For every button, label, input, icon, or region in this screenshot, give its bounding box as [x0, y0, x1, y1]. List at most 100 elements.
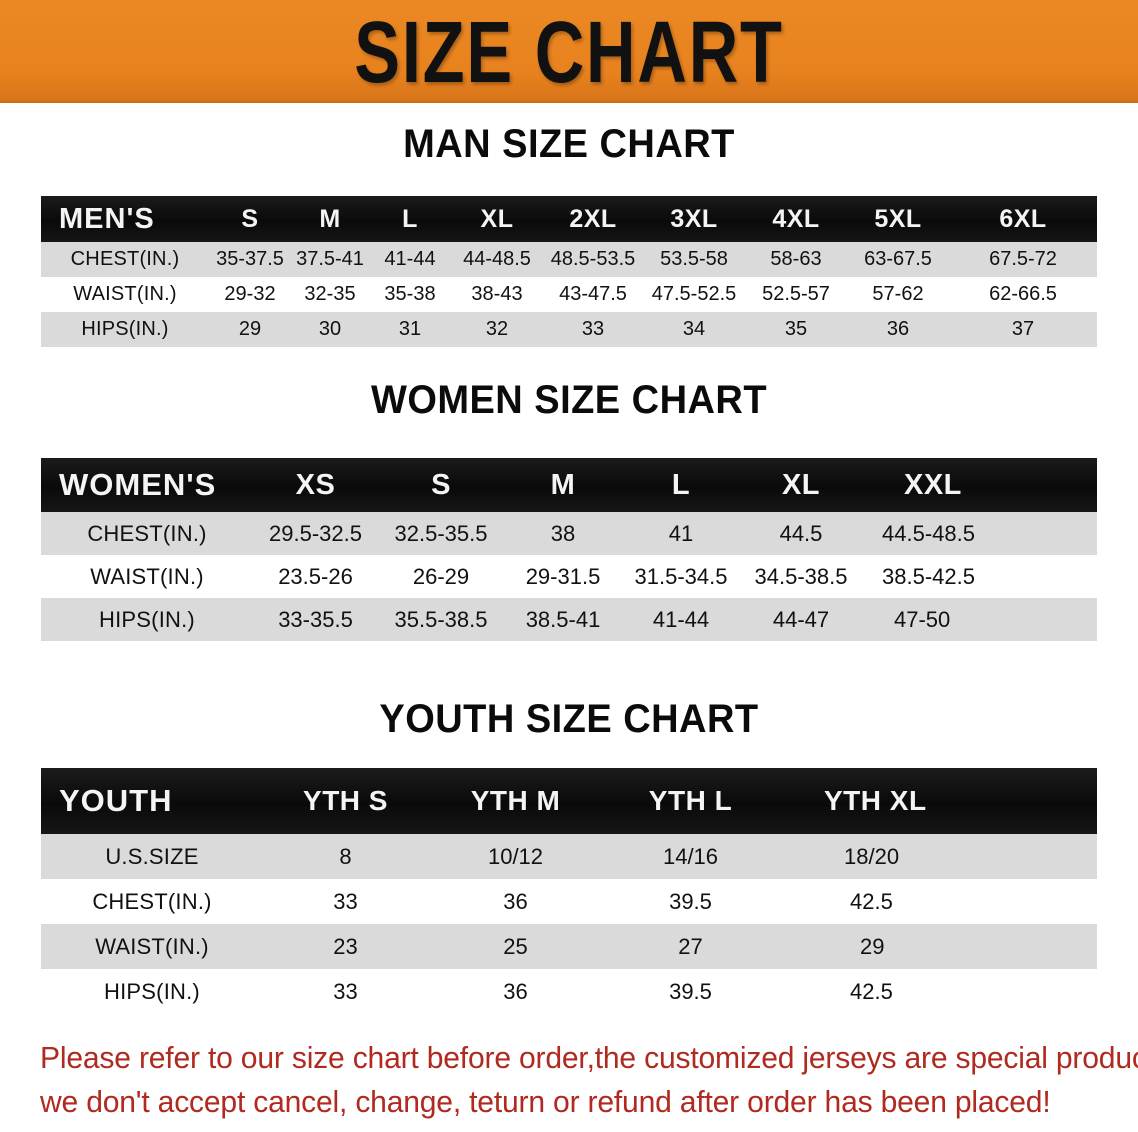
youth-header-cell-2: YTH M: [470, 785, 561, 816]
men-cell-1-7: 57-62: [847, 277, 949, 312]
youth-row-label-3: HIPS(IN.): [41, 969, 263, 1014]
men-cell-1-1: 32-35: [291, 277, 369, 312]
men-cell-1-3: 38-43: [451, 277, 543, 312]
youth-header-cell-4: YTH XL: [824, 785, 927, 816]
men-cell-0-8: 67.5-72: [949, 242, 1097, 277]
footer-disclaimer: Please refer to our size chart before or…: [40, 1036, 1138, 1124]
women-row-label-2: HIPS(IN.): [41, 598, 253, 641]
women-header-cell-1: XS: [295, 468, 336, 501]
youth-section-title: YOUTH SIZE CHART: [379, 697, 759, 741]
youth-cell-1-0: 33: [263, 879, 428, 924]
men-cell-2-7: 36: [847, 312, 949, 347]
youth-cell-3-3: 42.5: [778, 969, 1097, 1014]
footer-line-2: we don't accept cancel, change, teturn o…: [40, 1084, 1051, 1119]
table-row: CHEST(IN.) 29.5-32.5 32.5-35.5 38 41 44.…: [41, 512, 1097, 555]
youth-cell-0-0: 8: [263, 834, 428, 879]
youth-header-row: YOUTH YTH S YTH M YTH L YTH XL: [41, 768, 1097, 834]
men-cell-2-2: 31: [369, 312, 451, 347]
women-size-table: WOMEN'S XS S M L XL XXL CHEST(IN.) 29.5-…: [41, 458, 1097, 641]
youth-cell-3-2: 39.5: [603, 969, 778, 1014]
table-row: CHEST(IN.) 35-37.5 37.5-41 41-44 44-48.5…: [41, 242, 1097, 277]
men-cell-0-3: 44-48.5: [451, 242, 543, 277]
men-header-cell-5: 2XL: [569, 204, 617, 233]
men-cell-2-8: 37: [949, 312, 1097, 347]
youth-cell-1-3: 42.5: [778, 879, 1097, 924]
youth-cell-2-0: 23: [263, 924, 428, 969]
men-header-cell-2: M: [319, 204, 341, 233]
youth-header-cell-0: YOUTH: [59, 783, 173, 818]
men-header-cell-4: XL: [480, 204, 514, 233]
men-header-cell-7: 4XL: [772, 204, 820, 233]
man-section-title: MAN SIZE CHART: [403, 122, 735, 166]
women-cell-2-1: 35.5-38.5: [378, 598, 504, 641]
youth-cell-0-1: 10/12: [428, 834, 603, 879]
women-header-cell-2: S: [431, 468, 451, 501]
men-header-cell-9: 6XL: [999, 204, 1047, 233]
youth-cell-2-2: 27: [603, 924, 778, 969]
men-cell-1-2: 35-38: [369, 277, 451, 312]
table-row: WAIST(IN.) 29-32 32-35 35-38 38-43 43-47…: [41, 277, 1097, 312]
men-cell-0-2: 41-44: [369, 242, 451, 277]
youth-row-label-0: U.S.SIZE: [41, 834, 263, 879]
women-cell-1-1: 26-29: [378, 555, 504, 598]
women-cell-0-0: 29.5-32.5: [253, 512, 378, 555]
youth-row-label-2: WAIST(IN.): [41, 924, 263, 969]
women-section-title: WOMEN SIZE CHART: [370, 378, 768, 422]
youth-size-table: YOUTH YTH S YTH M YTH L YTH XL U.S.SIZE …: [41, 768, 1097, 1014]
youth-cell-3-1: 36: [428, 969, 603, 1014]
women-cell-2-5: 47-50: [862, 598, 1097, 641]
men-cell-1-4: 43-47.5: [543, 277, 643, 312]
footer-line-1: Please refer to our size chart before or…: [40, 1040, 1138, 1075]
men-header-cell-1: S: [241, 204, 259, 233]
table-row: HIPS(IN.) 33-35.5 35.5-38.5 38.5-41 41-4…: [41, 598, 1097, 641]
women-cell-0-5: 44.5-48.5: [862, 512, 1097, 555]
table-row: HIPS(IN.) 33 36 39.5 42.5: [41, 969, 1097, 1014]
youth-cell-2-1: 25: [428, 924, 603, 969]
page-title: SIZE CHART: [354, 2, 784, 101]
women-cell-1-2: 29-31.5: [504, 555, 622, 598]
table-row: CHEST(IN.) 33 36 39.5 42.5: [41, 879, 1097, 924]
men-row-label-0: CHEST(IN.): [41, 242, 209, 277]
women-cell-1-3: 31.5-34.5: [622, 555, 740, 598]
women-cell-0-1: 32.5-35.5: [378, 512, 504, 555]
men-header-cell-0: MEN'S: [59, 202, 155, 235]
women-cell-2-0: 33-35.5: [253, 598, 378, 641]
men-cell-0-6: 58-63: [745, 242, 847, 277]
women-cell-1-4: 34.5-38.5: [740, 555, 862, 598]
youth-cell-1-1: 36: [428, 879, 603, 924]
women-table: WOMEN'S XS S M L XL XXL CHEST(IN.) 29.5-…: [41, 458, 1097, 641]
youth-header-cell-1: YTH S: [303, 785, 388, 816]
men-cell-0-4: 48.5-53.5: [543, 242, 643, 277]
women-row-label-0: CHEST(IN.): [41, 512, 253, 555]
women-cell-0-3: 41: [622, 512, 740, 555]
table-row: WAIST(IN.) 23 25 27 29: [41, 924, 1097, 969]
women-header-cell-0: WOMEN'S: [59, 467, 217, 502]
men-cell-1-6: 52.5-57: [745, 277, 847, 312]
youth-cell-0-2: 14/16: [603, 834, 778, 879]
men-cell-1-0: 29-32: [209, 277, 291, 312]
men-row-label-1: WAIST(IN.): [41, 277, 209, 312]
women-cell-1-5: 38.5-42.5: [862, 555, 1097, 598]
men-cell-2-3: 32: [451, 312, 543, 347]
men-header-row: MEN'S S M L XL 2XL 3XL 4XL 5XL 6XL: [41, 196, 1097, 242]
men-header-cell-3: L: [402, 204, 418, 233]
men-cell-2-1: 30: [291, 312, 369, 347]
men-header-cell-8: 5XL: [874, 204, 922, 233]
men-cell-1-5: 47.5-52.5: [643, 277, 745, 312]
youth-table: YOUTH YTH S YTH M YTH L YTH XL U.S.SIZE …: [41, 768, 1097, 1014]
men-cell-2-0: 29: [209, 312, 291, 347]
women-row-label-1: WAIST(IN.): [41, 555, 253, 598]
women-header-cell-6: XXL: [904, 468, 962, 501]
men-cell-0-1: 37.5-41: [291, 242, 369, 277]
men-size-table: MEN'S S M L XL 2XL 3XL 4XL 5XL 6XL CHEST…: [41, 196, 1097, 347]
men-cell-2-5: 34: [643, 312, 745, 347]
table-row: HIPS(IN.) 29 30 31 32 33 34 35 36 37: [41, 312, 1097, 347]
men-table: MEN'S S M L XL 2XL 3XL 4XL 5XL 6XL CHEST…: [41, 196, 1097, 347]
men-cell-2-4: 33: [543, 312, 643, 347]
youth-cell-3-0: 33: [263, 969, 428, 1014]
table-row: U.S.SIZE 8 10/12 14/16 18/20: [41, 834, 1097, 879]
women-cell-2-2: 38.5-41: [504, 598, 622, 641]
youth-cell-0-3: 18/20: [778, 834, 1097, 879]
women-cell-2-4: 44-47: [740, 598, 862, 641]
men-row-label-2: HIPS(IN.): [41, 312, 209, 347]
